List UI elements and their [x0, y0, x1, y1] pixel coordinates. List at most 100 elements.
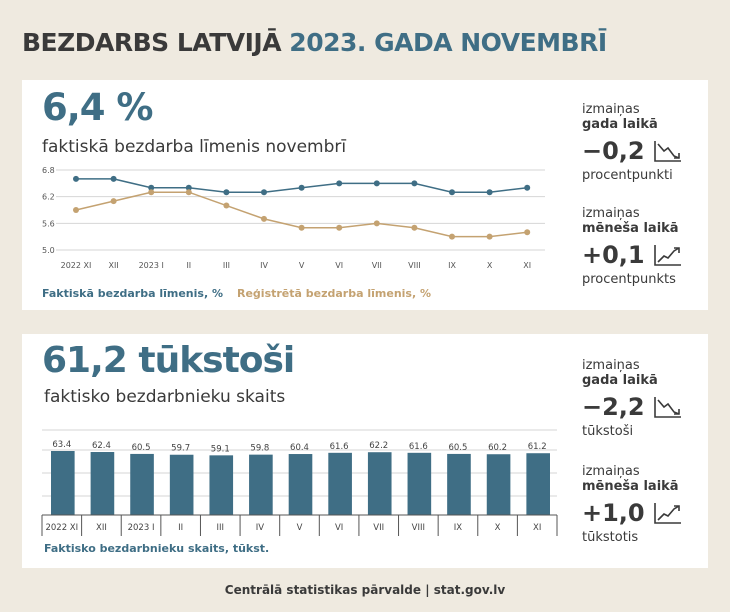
count-change-year-label2: gada laikā	[582, 373, 658, 388]
data-point	[449, 189, 455, 196]
data-point	[223, 202, 230, 209]
unemployment-rate-value: 6,4 %	[42, 86, 153, 129]
data-point	[411, 180, 418, 187]
data-point	[524, 229, 531, 236]
count-change-month-label1: izmaiņas	[582, 464, 640, 479]
x-tick-label: VII	[373, 523, 384, 533]
unemployed-count-subtitle: faktisko bezdarbnieku skaits	[44, 387, 286, 407]
x-tick-label: V	[297, 523, 303, 533]
x-tick-label: IV	[256, 523, 265, 533]
rate-change-year-value: −0,2	[582, 137, 645, 165]
data-point	[373, 220, 380, 227]
x-tick-label: IX	[454, 523, 463, 533]
data-point	[148, 189, 155, 196]
rate-change-month-label2: mēneša laikā	[582, 221, 679, 236]
data-point	[73, 207, 79, 213]
rate-change-year-unit: procentpunkti	[582, 168, 673, 183]
y-tick-label: 6.8	[42, 166, 55, 175]
bar	[367, 452, 392, 515]
count-change-month: izmaiņas mēneša laikā +1,0 tūkstotis	[582, 464, 702, 546]
bar	[288, 454, 313, 515]
bar	[169, 454, 194, 515]
bar	[486, 454, 511, 515]
bar-value-label: 62.4	[92, 441, 111, 451]
rate-change-month-value: +0,1	[582, 241, 645, 269]
x-tick-label: III	[217, 523, 225, 533]
count-change-month-label2: mēneša laikā	[582, 479, 679, 494]
bar	[526, 453, 550, 515]
trend-down-icon	[653, 397, 681, 418]
data-point	[261, 215, 267, 222]
count-change-year-label1: izmaiņas	[582, 358, 640, 373]
bar-value-label: 61.2	[528, 442, 547, 452]
y-tick-label: 5.0	[42, 246, 55, 255]
x-tick-label: XII	[96, 523, 107, 533]
x-tick-label: 2022 XI	[61, 261, 92, 270]
data-point	[148, 184, 155, 191]
bar-value-label: 63.4	[52, 440, 71, 450]
x-tick-label: IV	[260, 261, 268, 270]
x-tick-label: XII	[108, 261, 118, 270]
count-change-year-unit: tūkstoši	[582, 424, 634, 439]
count-change-month-value: +1,0	[582, 499, 645, 527]
data-point	[110, 175, 117, 182]
trend-up-icon	[653, 503, 681, 524]
x-tick-label: 2022 XI	[45, 523, 78, 533]
x-tick-label: XI	[523, 261, 531, 270]
x-tick-label: VII	[372, 261, 382, 270]
page-title: BEZDARBS LATVIJĀ 2023. GADA NOVEMBRĪ	[22, 28, 607, 57]
bar-chart-caption: Faktisko bezdarbnieku skaits, tūkst.	[44, 542, 270, 555]
x-tick-label: VI	[335, 523, 343, 533]
data-point	[261, 189, 267, 196]
footer-source: Centrālā statistikas pārvalde | stat.gov…	[224, 583, 506, 597]
rate-change-month: izmaiņas mēneša laikā +0,1 procentpunkts	[582, 206, 702, 288]
x-tick-label: XI	[533, 523, 541, 533]
x-tick-label: II	[186, 261, 191, 270]
data-point	[185, 189, 192, 196]
trend-down-icon	[653, 141, 681, 162]
y-tick-label: 6.2	[42, 193, 55, 202]
data-point	[336, 180, 343, 187]
data-point	[411, 224, 418, 231]
data-point	[185, 184, 192, 191]
x-tick-label: IX	[448, 261, 456, 270]
rate-change-year-label2: gada laikā	[582, 117, 658, 132]
data-point	[298, 184, 305, 191]
bar-value-label: 61.6	[409, 442, 428, 452]
title-part1: BEZDARBS LATVIJĀ	[22, 28, 282, 57]
data-point	[223, 189, 230, 196]
rate-change-year: izmaiņas gada laikā −0,2 procentpunkti	[582, 102, 702, 184]
rate-change-year-label1: izmaiņas	[582, 102, 640, 117]
x-tick-label: VI	[335, 261, 343, 270]
data-point	[486, 189, 493, 196]
bar-value-label: 59.7	[171, 444, 190, 454]
bar-value-label: 62.2	[369, 441, 388, 451]
title-part2: 2023. GADA NOVEMBRĪ	[289, 28, 607, 57]
data-point	[486, 233, 493, 240]
bar-value-label: 60.5	[448, 443, 467, 453]
x-tick-label: VIII	[412, 523, 425, 533]
bar-value-label: 60.4	[290, 443, 309, 453]
bar	[407, 452, 432, 515]
x-tick-label: II	[178, 523, 183, 533]
x-tick-label: 2023 I	[128, 523, 155, 533]
data-point	[449, 233, 455, 240]
legend-actual: Faktiskā bezdarba līmenis, %	[42, 287, 223, 300]
y-tick-label: 5.6	[42, 219, 55, 228]
legend-registered: Reģistrētā bezdarba līmenis, %	[237, 287, 432, 300]
data-point	[110, 198, 117, 205]
bar	[328, 452, 352, 515]
data-point	[373, 180, 380, 187]
trend-up-icon	[653, 245, 681, 266]
bar-value-label: 59.1	[211, 444, 230, 454]
bar	[90, 452, 115, 515]
count-change-year-value: −2,2	[582, 393, 645, 421]
count-change-month-unit: tūkstotis	[582, 530, 639, 545]
data-point	[336, 224, 343, 231]
data-point	[73, 175, 79, 182]
bar-value-label: 60.5	[132, 443, 151, 453]
x-tick-label: X	[487, 261, 493, 270]
bar	[249, 454, 273, 515]
unemployed-count-card	[22, 334, 708, 568]
